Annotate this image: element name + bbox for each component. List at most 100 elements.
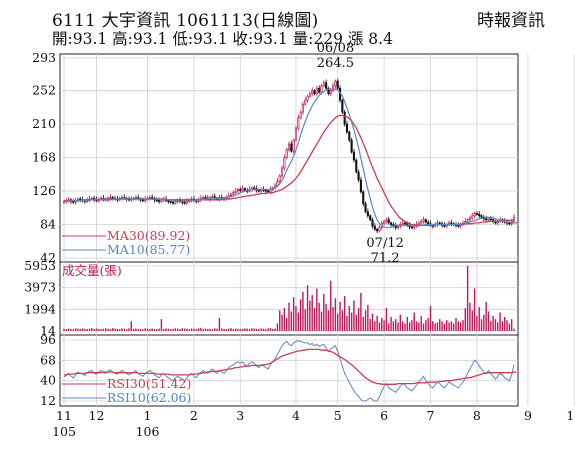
volume-bar	[169, 329, 172, 331]
candle	[352, 151, 356, 161]
candle	[362, 191, 365, 205]
candle	[290, 143, 293, 152]
volume-bar	[450, 321, 453, 331]
candle	[485, 218, 488, 221]
volume-bar	[230, 328, 232, 331]
volume-bar	[272, 328, 274, 331]
volume-bar	[130, 321, 132, 331]
volume-bar	[181, 328, 184, 331]
volume-bar	[346, 315, 348, 331]
volume-bar	[79, 328, 81, 331]
volume-bar	[197, 328, 200, 331]
volume-bar	[323, 293, 325, 331]
volume-bar	[510, 319, 513, 331]
x-tick-label: 11	[56, 408, 72, 423]
volume-bar	[285, 318, 288, 331]
candle	[155, 199, 158, 202]
rsi-y-tick-label: 40	[40, 373, 56, 388]
volume-bar	[81, 328, 84, 331]
volume-bar	[239, 329, 241, 331]
volume-bar	[112, 328, 114, 331]
volume-bar	[459, 322, 462, 331]
ma10-line	[64, 88, 519, 229]
volume-bar	[355, 314, 357, 331]
rsi-y-tick-label: 96	[40, 332, 56, 347]
volume-bar	[200, 327, 202, 331]
candle	[134, 197, 137, 199]
candle	[158, 200, 161, 202]
volume-bar	[452, 323, 455, 331]
volume-bar	[139, 328, 142, 331]
candle	[450, 222, 453, 225]
candle	[420, 220, 423, 224]
price-y-tick-label: 42	[40, 250, 56, 265]
candle	[204, 197, 207, 199]
candle	[308, 93, 311, 97]
volume-bar	[348, 305, 351, 331]
volume-bar	[418, 322, 420, 331]
volume-bar	[350, 312, 353, 331]
volume-bar	[494, 319, 497, 331]
legend-rsi30: RSI30(51.42)	[107, 376, 191, 391]
volume-bar	[397, 322, 399, 331]
volume-bar	[283, 308, 286, 331]
volume-bar	[487, 311, 490, 331]
volume-bar	[262, 328, 265, 331]
volume-bar	[295, 305, 297, 331]
volume-bar	[179, 328, 181, 331]
volume-bar	[478, 307, 480, 331]
candle	[285, 149, 288, 158]
volume-bar	[125, 329, 128, 331]
candle	[332, 85, 335, 92]
candle	[239, 189, 242, 191]
high-value-annotation: 264.5	[317, 56, 354, 71]
volume-bar	[251, 328, 253, 331]
volume-bar	[297, 312, 299, 331]
rsi-panel	[63, 340, 517, 402]
candle	[325, 82, 328, 89]
volume-bar	[364, 310, 367, 331]
candle	[468, 217, 471, 221]
candle	[264, 189, 267, 192]
volume-bar	[195, 329, 197, 331]
x-tick-year: 106	[136, 424, 160, 439]
volume-bar	[446, 320, 448, 331]
candle	[301, 103, 304, 113]
x-tick-label: 2	[190, 408, 198, 423]
volume-bar	[399, 314, 402, 331]
volume-bar	[246, 328, 248, 331]
candle	[167, 200, 170, 202]
candle	[234, 190, 237, 194]
volume-bar	[443, 323, 446, 331]
candle	[475, 213, 478, 215]
volume-bar	[258, 329, 260, 331]
volume-bar	[128, 328, 130, 331]
volume-bar	[413, 312, 415, 331]
candle	[466, 219, 469, 222]
candle	[72, 201, 75, 203]
volume-bar	[394, 319, 397, 331]
candle	[480, 215, 483, 218]
candle	[471, 215, 474, 219]
candle	[306, 95, 309, 101]
candle	[257, 189, 260, 192]
source-label: 時報資訊	[477, 11, 545, 31]
volume-bar	[102, 328, 105, 331]
candle	[232, 192, 235, 195]
volume-bar	[202, 328, 204, 331]
candle	[390, 222, 393, 225]
candle	[294, 127, 298, 141]
volume-bar	[406, 316, 409, 331]
rsi-y-tick-label: 12	[40, 393, 56, 408]
volume-bar	[244, 328, 246, 331]
x-tick-label: 3	[236, 408, 244, 423]
volume-bar	[334, 298, 337, 331]
candle	[292, 139, 295, 152]
volume-bar	[299, 299, 302, 331]
volume-bar	[434, 323, 436, 331]
volume-bar	[158, 328, 160, 331]
candle	[283, 157, 286, 169]
candle	[322, 82, 325, 87]
volume-bar	[107, 328, 109, 331]
volume-bar	[225, 329, 228, 331]
